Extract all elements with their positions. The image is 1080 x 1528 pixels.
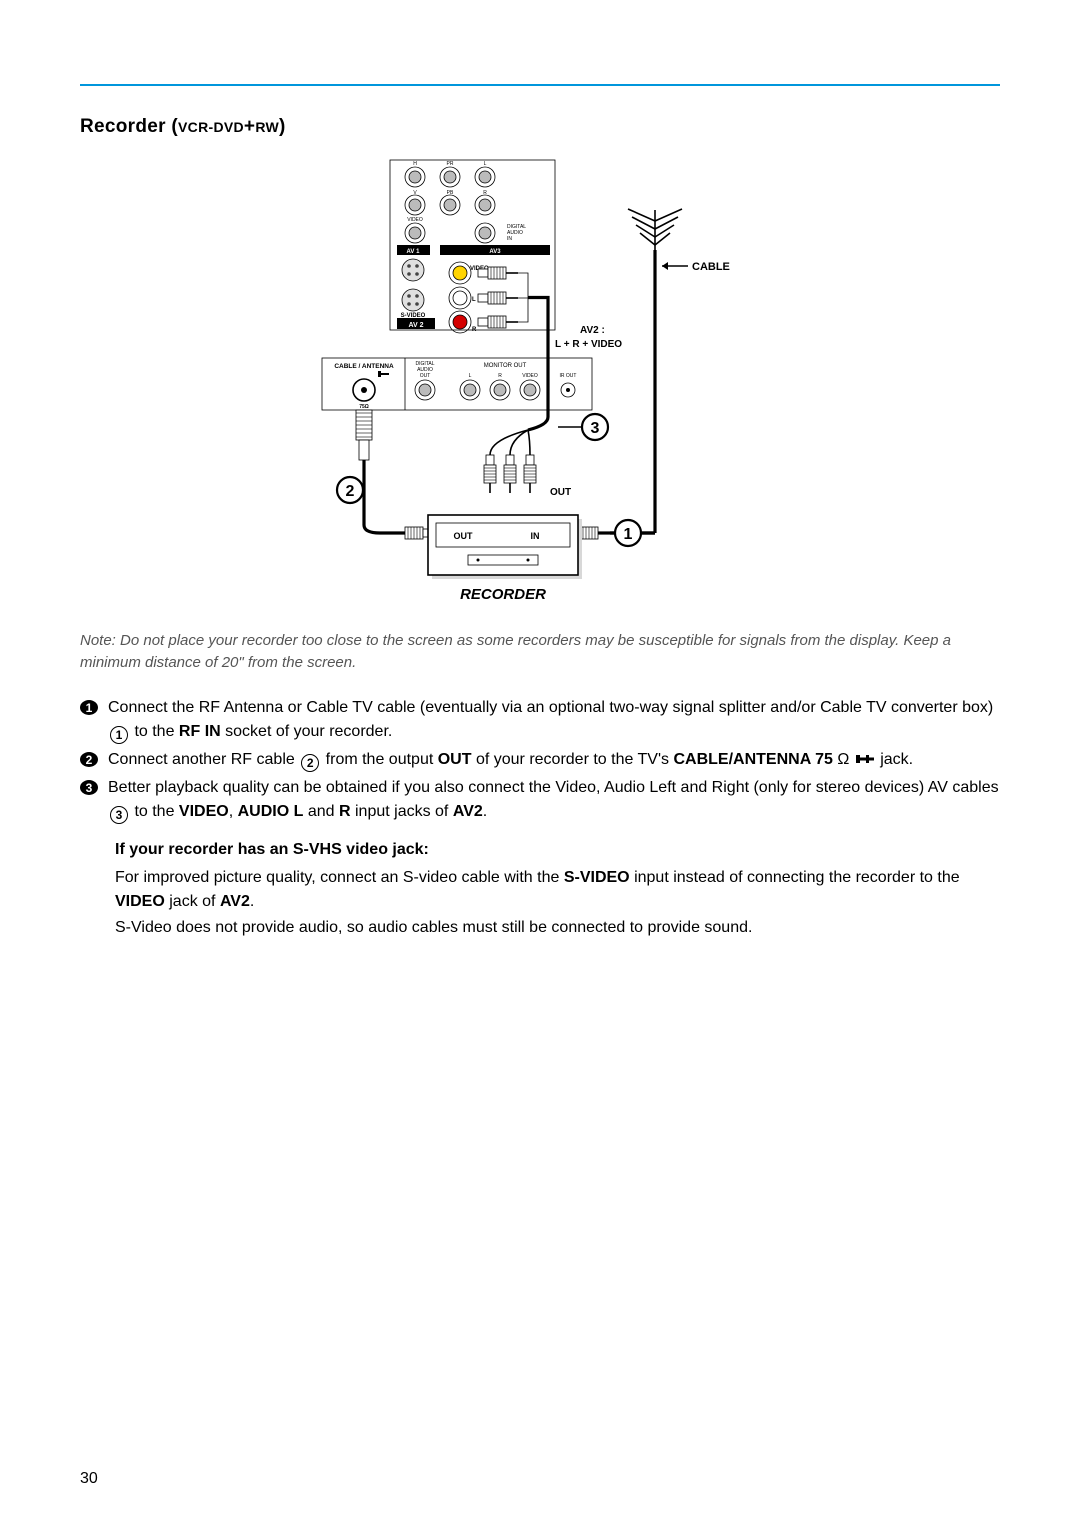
svg-text:MONITOR OUT: MONITOR OUT	[484, 363, 527, 369]
svg-text:OUT: OUT	[550, 487, 571, 498]
bold-text: AUDIO L	[238, 803, 304, 820]
circled-number-icon: 2	[301, 754, 319, 772]
step-item: 1Connect the RF Antenna or Cable TV cabl…	[80, 696, 1000, 744]
title-prefix: Recorder (	[80, 116, 178, 137]
page-number: 30	[80, 1470, 98, 1488]
svg-text:IN: IN	[507, 236, 512, 242]
bold-text: VIDEO	[115, 893, 165, 910]
svg-text:OUT: OUT	[454, 531, 474, 541]
svhs-block: If your recorder has an S-VHS video jack…	[115, 838, 1000, 942]
step-number-icon: 2	[80, 752, 98, 767]
svg-text:AV 2: AV 2	[408, 322, 423, 329]
svg-text:IR OUT: IR OUT	[560, 373, 577, 379]
svg-text:PR: PR	[447, 161, 454, 167]
step-item: 2Connect another RF cable 2 from the out…	[80, 748, 1000, 772]
svg-text:R: R	[472, 327, 477, 333]
svg-text:AV3: AV3	[489, 249, 501, 255]
svg-text:R: R	[483, 190, 487, 196]
step-item: 3Better playback quality can be obtained…	[80, 776, 1000, 824]
bold-text: AV2	[453, 803, 483, 820]
step-body: Connect another RF cable 2 from the outp…	[108, 748, 1000, 772]
coax-jack-icon	[856, 752, 874, 766]
svg-text:R: R	[498, 373, 502, 379]
note-text: Note: Do not place your recorder too clo…	[80, 630, 1000, 674]
title-caps-2: RW	[255, 119, 279, 135]
section-title: Recorder (VCR-DVD+RW)	[80, 116, 286, 138]
steps-list: 1Connect the RF Antenna or Cable TV cabl…	[80, 696, 1000, 828]
bold-text: AV2	[220, 893, 250, 910]
bold-text: R	[339, 803, 351, 820]
connection-diagram: HPRLVPBRVIDEODIGITALAUDIOINAV 1S-VIDEOAV…	[310, 155, 770, 620]
svhs-p1: For improved picture quality, connect an…	[115, 866, 1000, 914]
circled-number-icon: 1	[110, 726, 128, 744]
svg-text:L: L	[469, 373, 472, 379]
svg-text:OUT: OUT	[420, 373, 431, 379]
svg-text:CABLE / ANTENNA: CABLE / ANTENNA	[334, 363, 394, 370]
svg-text:VIDEO: VIDEO	[407, 217, 423, 223]
title-plus: +	[244, 116, 255, 137]
svg-text:PB: PB	[447, 190, 454, 196]
title-suffix: )	[279, 116, 286, 137]
step-number-icon: 1	[80, 700, 98, 715]
step-body: Connect the RF Antenna or Cable TV cable…	[108, 696, 1000, 744]
svg-text:H: H	[413, 161, 417, 167]
bold-text: OUT	[438, 751, 472, 768]
svg-text:L + R + VIDEO: L + R + VIDEO	[555, 339, 622, 350]
svg-text:CABLE: CABLE	[692, 261, 730, 273]
title-caps-1: VCR-DVD	[178, 119, 244, 135]
svg-text:1: 1	[624, 526, 633, 543]
svg-text:75Ω: 75Ω	[359, 404, 369, 410]
step-body: Better playback quality can be obtained …	[108, 776, 1000, 824]
svg-text:L: L	[472, 297, 476, 303]
bold-text: CABLE/ANTENNA 75	[673, 751, 832, 768]
bold-text: RF IN	[179, 723, 221, 740]
ohm-symbol: Ω	[837, 751, 849, 768]
page: Recorder (VCR-DVD+RW) HPRLVPBRVIDEODIGIT…	[0, 0, 1080, 1528]
top-rule	[80, 84, 1000, 86]
svg-text:L: L	[484, 161, 487, 167]
svg-text:IN: IN	[531, 531, 540, 541]
svg-text:RECORDER: RECORDER	[460, 586, 546, 603]
svg-text:3: 3	[591, 420, 600, 437]
step-number-icon: 3	[80, 780, 98, 795]
svhs-heading: If your recorder has an S-VHS video jack…	[115, 838, 1000, 862]
bold-text: S-VIDEO	[564, 869, 630, 886]
svg-text:2: 2	[346, 483, 355, 500]
bold-text: VIDEO	[179, 803, 229, 820]
circled-number-icon: 3	[110, 806, 128, 824]
svg-text:VIDEO: VIDEO	[522, 373, 538, 379]
svhs-p2: S-Video does not provide audio, so audio…	[115, 916, 1000, 940]
svg-text:AV2 :: AV2 :	[580, 325, 605, 336]
